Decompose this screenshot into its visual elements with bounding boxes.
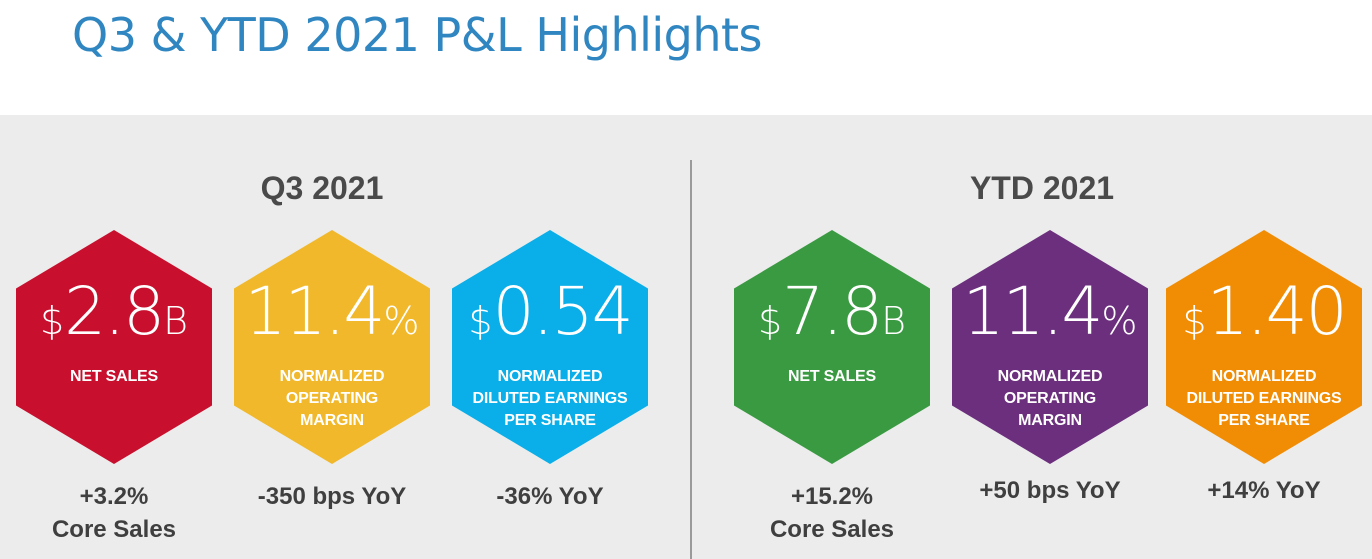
metric-value: 11.4%	[962, 273, 1138, 350]
ytd-net-sales-caption: +15.2% Core Sales	[769, 483, 895, 543]
ytd-operating-margin-caption: +50 bps YoY	[979, 477, 1121, 504]
metric-label: NORMALIZED DILUTED EARNINGS PER SHARE	[1186, 368, 1342, 429]
ytd-operating-margin-hexagon: 11.4% NORMALIZED OPERATING MARGIN	[952, 230, 1148, 464]
metric-label: NORMALIZED DILUTED EARNINGS PER SHARE	[472, 368, 628, 429]
metric-label: NORMALIZED OPERATING MARGIN	[997, 368, 1103, 429]
metric-value: 11.4%	[244, 273, 420, 350]
q3-operating-margin-caption: -350 bps YoY	[257, 483, 407, 510]
q3-net-sales-caption: +3.2% Core Sales	[51, 483, 177, 543]
page-title: Q3 & YTD 2021 P&L Highlights	[72, 8, 763, 62]
metric-value: $2.8B	[39, 273, 189, 350]
q3-eps-caption: -36% YoY	[496, 483, 604, 510]
metric-label: NORMALIZED OPERATING MARGIN	[279, 368, 385, 429]
metric-label: NET SALES	[788, 368, 876, 385]
section-divider	[690, 160, 692, 559]
q3-net-sales-hexagon: $2.8B NET SALES	[16, 230, 212, 464]
metric-label: NET SALES	[70, 368, 158, 385]
metric-value: $0.54	[468, 273, 633, 350]
q3-heading: Q3 2021	[260, 170, 384, 206]
metric-value: $1.40	[1182, 273, 1347, 350]
ytd-eps-caption: +14% YoY	[1207, 477, 1321, 504]
ytd-heading: YTD 2021	[969, 170, 1115, 206]
ytd-net-sales-hexagon: $7.8B NET SALES	[734, 230, 930, 464]
metric-value: $7.8B	[757, 273, 907, 350]
